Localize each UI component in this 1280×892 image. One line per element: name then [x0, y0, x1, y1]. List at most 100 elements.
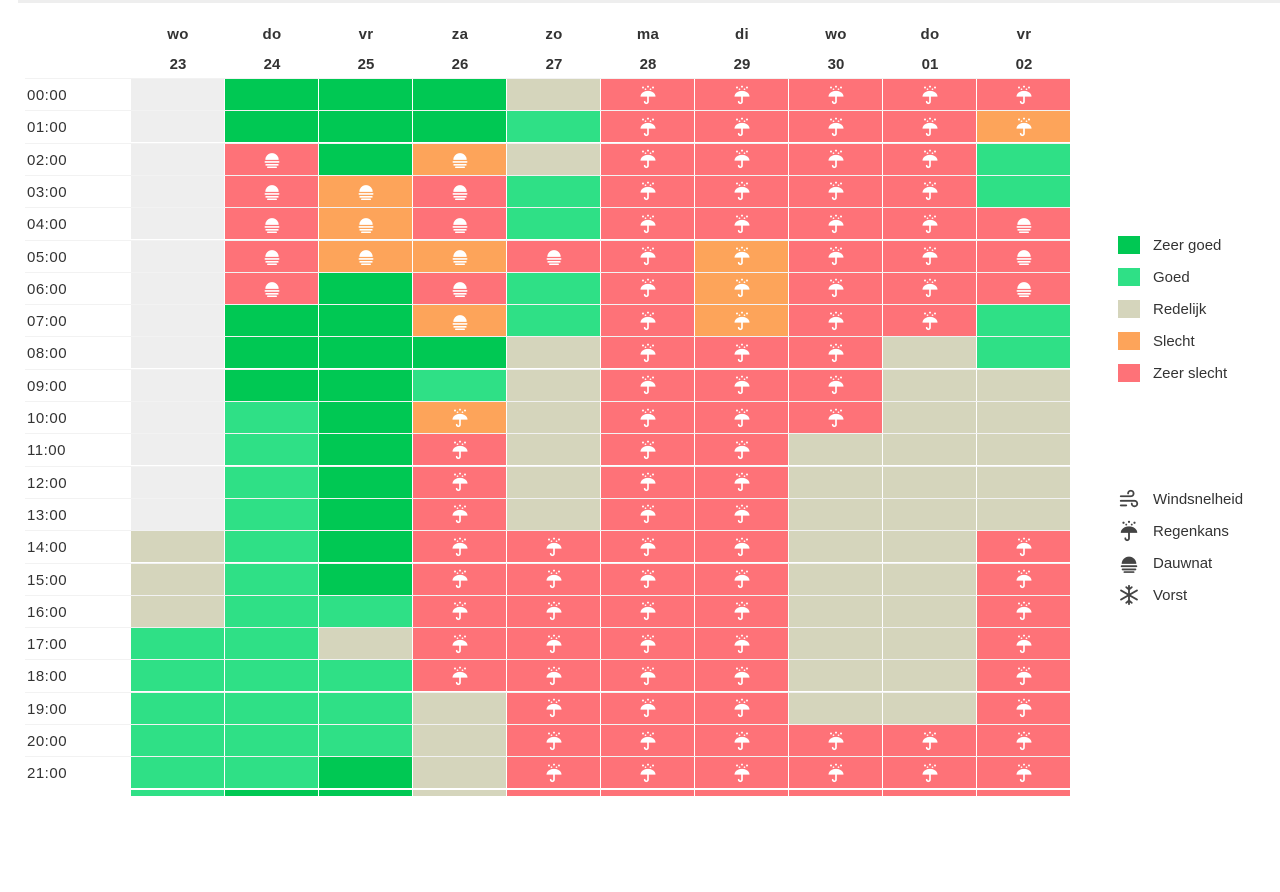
day-name: vr [358, 26, 374, 43]
forecast-cell [695, 692, 788, 724]
hour-row: 15:00 [25, 562, 1070, 596]
rain-umbrella-icon [732, 504, 752, 524]
legend-label: Redelijk [1153, 300, 1207, 318]
forecast-cell [507, 660, 600, 692]
legend-label: Goed [1153, 268, 1190, 286]
forecast-cell [695, 175, 788, 207]
hour-row: 17:00 [25, 627, 1070, 660]
forecast-cell [319, 725, 412, 756]
hour-label: 03:00 [27, 183, 68, 201]
forecast-cell [225, 434, 318, 466]
day-name: do [262, 26, 282, 43]
forecast-cell [131, 628, 224, 660]
swatch-slecht [1118, 332, 1140, 350]
forecast-cell [507, 240, 600, 272]
forecast-cell [131, 789, 224, 796]
forecast-cell [789, 692, 882, 724]
rain-umbrella-icon [920, 85, 940, 105]
rain-umbrella-icon [920, 149, 940, 169]
forecast-cell [225, 369, 318, 401]
forecast-cell [601, 337, 694, 369]
forecast-cell [695, 111, 788, 143]
rain-umbrella-icon [732, 311, 752, 331]
forecast-cell [789, 305, 882, 337]
forecast-cell [319, 175, 412, 207]
forecast-cell [883, 305, 976, 337]
forecast-cell [319, 628, 412, 660]
forecast-cell [319, 272, 412, 304]
forecast-cell [319, 434, 412, 466]
forecast-cell [883, 757, 976, 789]
hour-row: 02:00 [25, 142, 1070, 176]
forecast-cell [695, 305, 788, 337]
forecast-cell [319, 692, 412, 724]
rain-umbrella-icon [732, 117, 752, 137]
rain-umbrella-icon [450, 440, 470, 460]
legend-item-slecht: Slecht [1118, 329, 1195, 353]
rain-umbrella-icon [920, 117, 940, 137]
forecast-cell [695, 337, 788, 369]
day-number: 27 [545, 56, 563, 73]
forecast-cell [507, 498, 600, 530]
forecast-cell [225, 240, 318, 272]
forecast-cell [695, 660, 788, 692]
forecast-cell [789, 757, 882, 789]
forecast-cell [883, 466, 976, 498]
legend-label: Zeer goed [1153, 236, 1222, 254]
rain-umbrella-icon [544, 601, 564, 621]
forecast-cell [883, 175, 976, 207]
forecast-cell [413, 175, 506, 207]
day-name: zo [545, 26, 563, 43]
hour-label: 18:00 [27, 668, 68, 686]
rain-umbrella-icon [1014, 601, 1034, 621]
forecast-cell [131, 692, 224, 724]
rain-umbrella-icon [638, 181, 658, 201]
day-name: wo [167, 26, 189, 43]
hour-row: 14:00 [25, 530, 1070, 563]
forecast-cell [977, 369, 1070, 401]
forecast-cell [977, 272, 1070, 304]
rain-umbrella-icon [1014, 763, 1034, 783]
hour-label: 09:00 [27, 377, 68, 395]
rain-umbrella-icon [1014, 85, 1034, 105]
forecast-cell [883, 369, 976, 401]
day-header: do 01 [883, 20, 977, 78]
hour-label: 14:00 [27, 539, 68, 557]
day-name: wo [825, 26, 847, 43]
day-name: do [920, 26, 940, 43]
forecast-cell [319, 143, 412, 175]
forecast-cell [601, 305, 694, 337]
forecast-cell [225, 466, 318, 498]
hour-label: 00:00 [27, 87, 68, 104]
forecast-cell [695, 143, 788, 175]
forecast-cell [789, 208, 882, 240]
forecast-cell [601, 434, 694, 466]
forecast-cell [789, 789, 882, 796]
rain-umbrella-icon [544, 634, 564, 654]
forecast-cell [977, 692, 1070, 724]
hour-row: 10:00 [25, 401, 1070, 434]
hour-label: 01:00 [27, 119, 68, 137]
forecast-cell [319, 595, 412, 627]
legend-item-dauwnat: Dauwnat [1118, 551, 1212, 575]
rain-umbrella-icon [732, 698, 752, 718]
forecast-cell [601, 143, 694, 175]
dew-icon [450, 149, 470, 169]
forecast-cell [883, 595, 976, 627]
dew-icon [1118, 552, 1140, 574]
forecast-cell [789, 434, 882, 466]
rain-umbrella-icon [544, 569, 564, 589]
forecast-cell [131, 563, 224, 595]
forecast-cell [977, 725, 1070, 756]
rain-umbrella-icon [1014, 117, 1034, 137]
legend-item-zeer-goed: Zeer goed [1118, 233, 1221, 257]
forecast-cell [601, 272, 694, 304]
forecast-cell [883, 111, 976, 143]
forecast-cell [413, 143, 506, 175]
forecast-cell [413, 725, 506, 756]
rain-umbrella-icon [638, 731, 658, 751]
forecast-cell [225, 208, 318, 240]
rain-umbrella-icon [732, 601, 752, 621]
rain-umbrella-icon [544, 763, 564, 783]
rain-umbrella-icon [638, 375, 658, 395]
